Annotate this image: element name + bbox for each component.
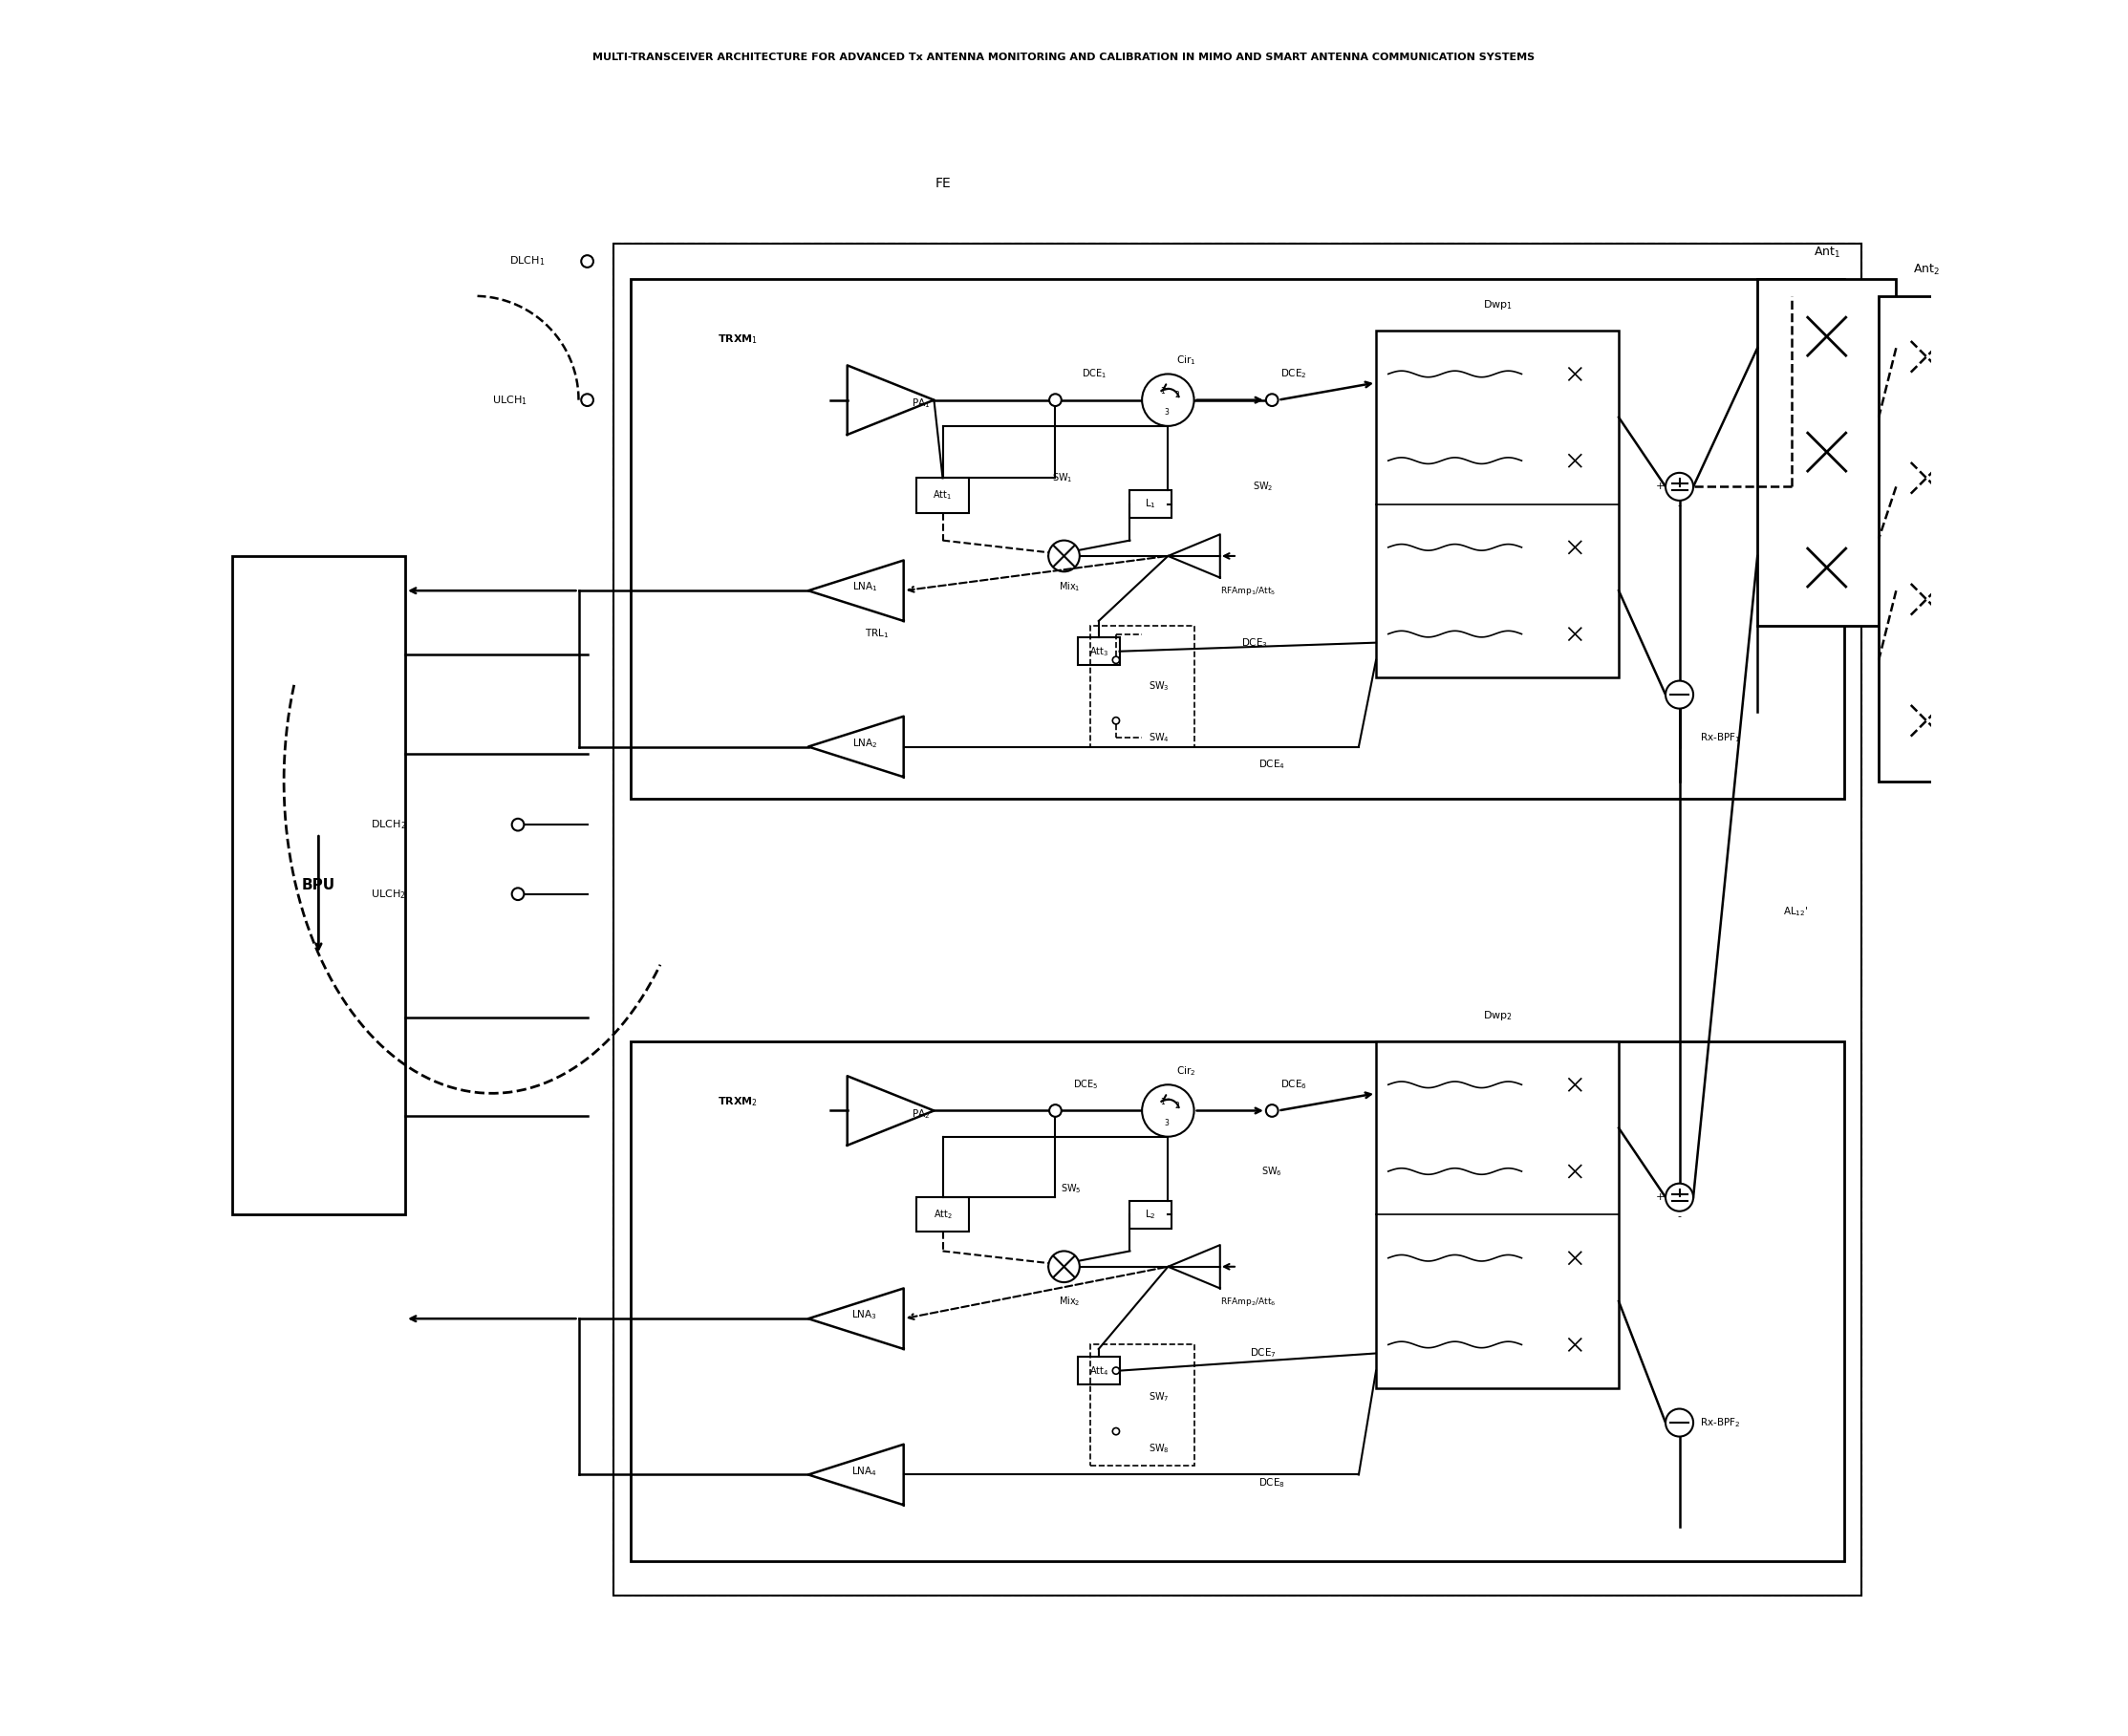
Circle shape [1049,1104,1062,1116]
Text: 2: 2 [1175,391,1179,399]
Circle shape [1113,656,1119,663]
Text: Mix$_1$: Mix$_1$ [1058,580,1081,594]
Text: Rx-BPF$_2$: Rx-BPF$_2$ [1700,1417,1741,1429]
Circle shape [1666,1410,1694,1436]
Text: Rx-BPF$_1$: Rx-BPF$_1$ [1700,731,1741,745]
Text: SW$_3$: SW$_3$ [1149,679,1170,693]
Bar [1758,279,1896,625]
Text: Att$_3$: Att$_3$ [1090,644,1109,658]
Circle shape [1666,681,1694,708]
Text: MULTI-TRANSCEIVER ARCHITECTURE FOR ADVANCED Tx ANTENNA MONITORING AND CALIBRATIO: MULTI-TRANSCEIVER ARCHITECTURE FOR ADVAN… [594,52,1534,62]
Bar [1377,1042,1619,1389]
Text: DCE$_1$: DCE$_1$ [1081,368,1107,380]
Text: L$_2$: L$_2$ [1145,1208,1156,1220]
Bar [613,245,1862,1595]
Circle shape [1666,1184,1694,1212]
Text: SW$_6$: SW$_6$ [1262,1165,1283,1179]
Text: TRXM$_1$: TRXM$_1$ [717,333,758,345]
Circle shape [581,255,594,267]
Circle shape [513,887,523,899]
Circle shape [1113,1368,1119,1375]
Circle shape [1143,373,1194,425]
Text: SW$_4$: SW$_4$ [1149,731,1170,745]
Bar [613,245,1862,1595]
Text: SW$_7$: SW$_7$ [1149,1391,1170,1403]
Circle shape [1049,1252,1079,1283]
Bar [1130,1201,1173,1229]
Text: RFAmp$_1$/Att$_5$: RFAmp$_1$/Att$_5$ [1219,585,1275,597]
Circle shape [1666,472,1694,500]
Bar [917,1198,968,1233]
Bar [917,477,968,512]
Text: +: + [1656,1193,1664,1201]
Circle shape [1143,1085,1194,1137]
Bar [1090,625,1194,746]
Text: RFAmp$_2$/Att$_6$: RFAmp$_2$/Att$_6$ [1219,1295,1277,1307]
Text: Cir$_1$: Cir$_1$ [1177,354,1196,366]
Circle shape [513,819,523,832]
Text: LNA$_4$: LNA$_4$ [851,1465,877,1477]
Text: ULCH$_1$: ULCH$_1$ [492,394,528,406]
Text: TRXM$_2$: TRXM$_2$ [717,1095,758,1109]
Circle shape [581,394,594,406]
Text: AL$_{12}$': AL$_{12}$' [1783,904,1809,918]
Text: DCE$_4$: DCE$_4$ [1258,757,1285,771]
Bar [1079,1358,1119,1385]
Bar [1130,490,1173,517]
Text: Att$_1$: Att$_1$ [932,490,951,502]
Circle shape [1113,1429,1119,1436]
Bar [630,1042,1845,1561]
Text: DCE$_5$: DCE$_5$ [1073,1078,1098,1092]
Text: FE: FE [934,177,951,189]
Text: ULCH$_2$: ULCH$_2$ [370,887,406,901]
Text: -: - [1677,1212,1681,1220]
Text: DCE$_7$: DCE$_7$ [1249,1347,1277,1359]
Text: SW$_5$: SW$_5$ [1060,1182,1081,1196]
Text: 1: 1 [1160,387,1166,396]
Bar [232,556,404,1215]
Circle shape [1266,394,1279,406]
Circle shape [1049,394,1062,406]
Text: DCE$_3$: DCE$_3$ [1241,635,1268,649]
Text: BPU: BPU [302,878,336,892]
Text: Dwp$_1$: Dwp$_1$ [1483,299,1513,311]
Text: Cir$_2$: Cir$_2$ [1177,1064,1196,1078]
Text: DCE$_2$: DCE$_2$ [1281,368,1307,380]
Bar [1090,1345,1194,1465]
Text: SW$_2$: SW$_2$ [1253,481,1275,493]
Text: SW$_1$: SW$_1$ [1051,472,1073,484]
Text: Mix$_2$: Mix$_2$ [1058,1295,1081,1307]
Text: DCE$_8$: DCE$_8$ [1258,1477,1285,1489]
Text: DLCH$_2$: DLCH$_2$ [370,818,406,832]
Text: DCE$_6$: DCE$_6$ [1281,1078,1307,1092]
Text: 3: 3 [1164,408,1168,417]
Bar [630,279,1845,799]
Text: Dwp$_2$: Dwp$_2$ [1483,1009,1513,1023]
Text: TRL$_1$: TRL$_1$ [864,627,890,641]
Text: Att$_2$: Att$_2$ [932,1208,951,1220]
Text: L$_1$: L$_1$ [1145,498,1156,510]
Text: DLCH$_1$: DLCH$_1$ [509,255,545,267]
Circle shape [1049,540,1079,571]
Bar [1377,330,1619,677]
Text: Ant$_1$: Ant$_1$ [1813,245,1841,260]
Bar [1079,637,1119,665]
Circle shape [1266,1104,1279,1116]
Text: Att$_4$: Att$_4$ [1090,1364,1109,1377]
Text: Ant$_2$: Ant$_2$ [1913,262,1941,278]
Text: PA$_1$: PA$_1$ [911,398,930,410]
Text: LNA$_3$: LNA$_3$ [851,1309,877,1321]
Text: 3: 3 [1164,1118,1168,1127]
Text: 2: 2 [1175,1101,1179,1109]
Text: -: - [1677,502,1681,510]
Text: SW$_8$: SW$_8$ [1149,1443,1170,1455]
Bar [1879,297,1975,781]
Text: 1: 1 [1160,1097,1166,1106]
Circle shape [1113,717,1119,724]
Text: +: + [1656,483,1664,491]
Text: LNA$_1$: LNA$_1$ [851,580,877,594]
Text: PA$_2$: PA$_2$ [911,1108,930,1121]
Text: LNA$_2$: LNA$_2$ [851,736,877,750]
